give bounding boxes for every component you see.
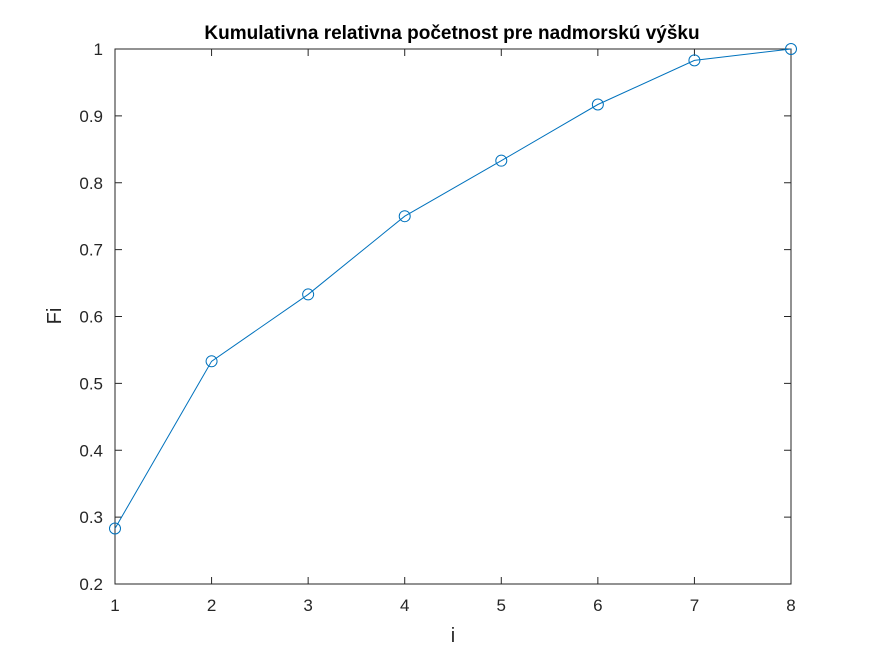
y-tick-label: 1 bbox=[94, 40, 103, 59]
x-tick-label: 8 bbox=[786, 596, 795, 615]
data-point bbox=[109, 522, 121, 535]
plot-area bbox=[114, 48, 792, 585]
x-tick-label: 3 bbox=[303, 596, 312, 615]
data-point bbox=[591, 98, 604, 111]
x-tick-label: 7 bbox=[690, 596, 699, 615]
x-tick-label: 1 bbox=[110, 596, 119, 615]
y-tick-label: 0.6 bbox=[79, 308, 103, 327]
data-point bbox=[785, 43, 797, 55]
data-point bbox=[495, 154, 508, 167]
y-tick-label: 0.7 bbox=[79, 241, 103, 260]
y-tick-label: 0.5 bbox=[79, 374, 103, 393]
series-layer bbox=[109, 43, 797, 535]
y-axis: 0.2 0.3 0.4 0.5 0.6 0.7 0.8 0.9 1 bbox=[79, 40, 791, 594]
x-tick-label: 2 bbox=[207, 596, 216, 615]
data-point bbox=[205, 355, 218, 368]
x-tick-label: 6 bbox=[593, 596, 602, 615]
series-line bbox=[114, 48, 792, 529]
y-tick-label: 0.8 bbox=[79, 174, 103, 193]
y-tick-label: 0.4 bbox=[79, 441, 103, 460]
y-axis-label: Fi bbox=[44, 308, 66, 325]
x-axis: 1 2 3 4 5 6 7 8 bbox=[110, 49, 796, 615]
y-tick-label: 0.3 bbox=[79, 508, 103, 527]
x-axis-label: i bbox=[451, 625, 455, 647]
x-tick-label: 5 bbox=[497, 596, 506, 615]
data-point bbox=[398, 210, 411, 223]
x-tick-label: 4 bbox=[400, 596, 409, 615]
y-tick-label: 0.2 bbox=[79, 575, 103, 594]
data-point bbox=[688, 54, 701, 67]
data-point bbox=[302, 288, 315, 301]
chart-title: Kumulativna relativna početnost pre nadm… bbox=[204, 23, 699, 44]
y-tick-label: 0.9 bbox=[79, 107, 103, 126]
